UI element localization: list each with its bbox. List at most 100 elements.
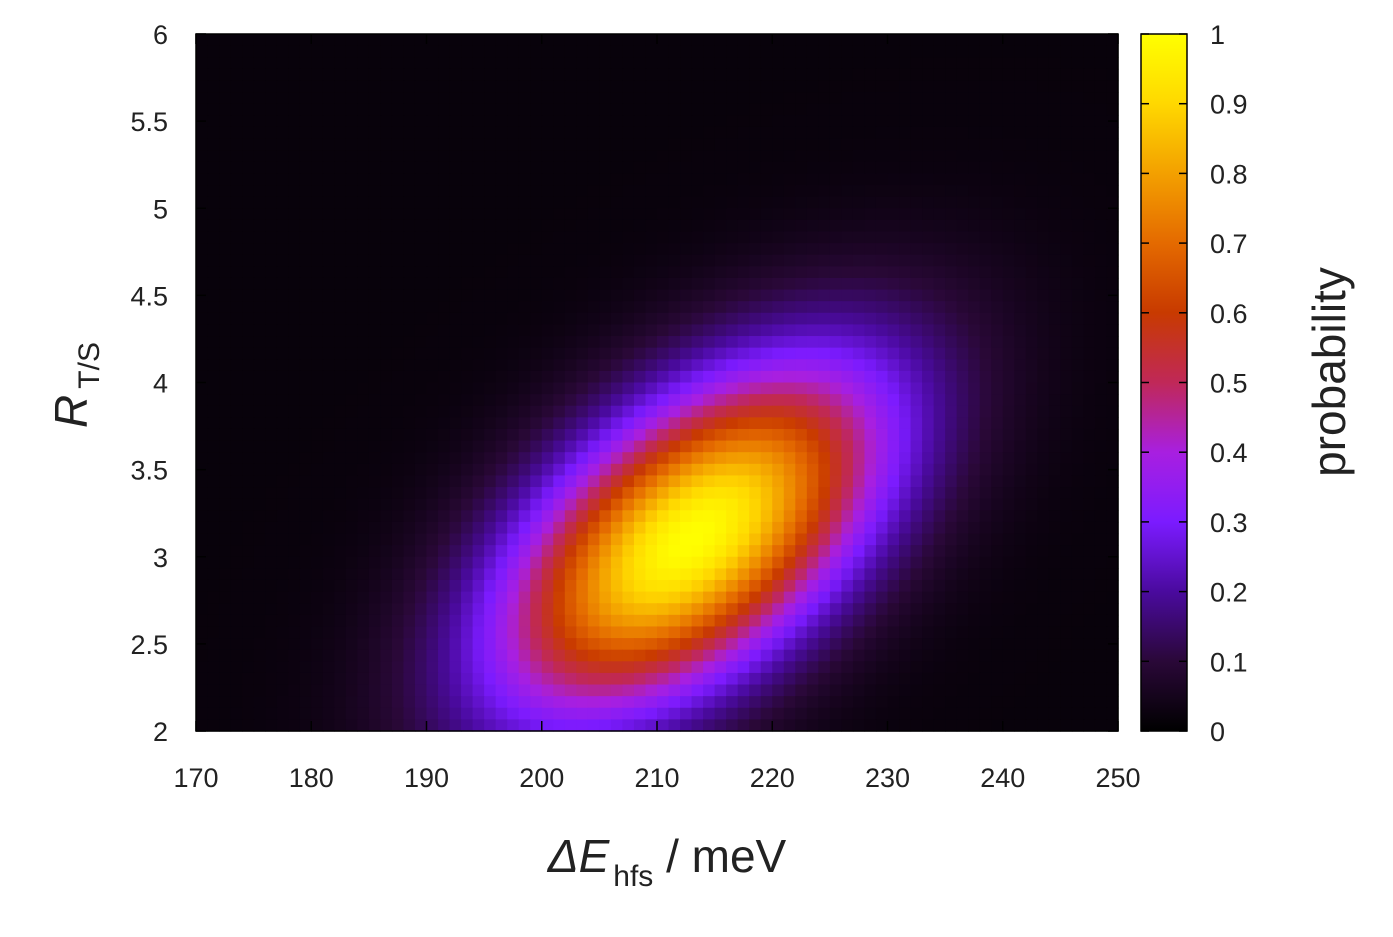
heatmap-cell xyxy=(991,277,1004,291)
heatmap-cell xyxy=(979,672,992,686)
heatmap-cell xyxy=(772,521,785,535)
heatmap-cell xyxy=(1025,103,1038,116)
heatmap-cell xyxy=(852,347,866,360)
heatmap-cell xyxy=(426,347,439,360)
heatmap-cell xyxy=(818,289,831,302)
heatmap-cell xyxy=(599,161,612,174)
heatmap-cell xyxy=(253,487,266,500)
heatmap-cell xyxy=(253,661,266,674)
heatmap-cell xyxy=(968,196,981,209)
heatmap-cell xyxy=(749,545,762,558)
colorbar-label: probability xyxy=(1303,267,1355,477)
heatmap-cell xyxy=(795,394,808,407)
heatmap-cell xyxy=(288,45,301,58)
heatmap-cell xyxy=(507,266,520,279)
heatmap-cell xyxy=(403,498,416,511)
heatmap-cell xyxy=(495,254,508,267)
heatmap-cell xyxy=(518,545,531,558)
heatmap-cell xyxy=(1025,649,1038,662)
heatmap-cell xyxy=(449,638,462,651)
colorbar-tick-label: 0.8 xyxy=(1210,159,1248,189)
heatmap-cell xyxy=(691,208,704,221)
heatmap-cell xyxy=(1002,57,1015,70)
heatmap-cell xyxy=(276,138,289,151)
heatmap-cell xyxy=(357,161,370,174)
heatmap-cell xyxy=(991,370,1004,384)
heatmap-cell xyxy=(334,696,347,709)
heatmap-cell xyxy=(714,521,727,535)
heatmap-cell xyxy=(368,115,382,128)
heatmap-cell xyxy=(680,463,693,477)
heatmap-cell xyxy=(1060,707,1073,720)
heatmap-cell xyxy=(334,243,347,256)
heatmap-cell xyxy=(841,591,854,604)
heatmap-cell xyxy=(288,219,301,233)
heatmap-cell xyxy=(1037,428,1050,442)
heatmap-cell xyxy=(1071,138,1085,151)
heatmap-cell xyxy=(691,57,704,70)
heatmap-cell xyxy=(1071,521,1085,535)
heatmap-cell xyxy=(645,347,658,360)
heatmap-cell xyxy=(1048,324,1061,337)
heatmap-cell xyxy=(380,312,393,326)
heatmap-cell xyxy=(691,34,704,47)
heatmap-cell xyxy=(403,568,416,581)
heatmap-cell xyxy=(541,370,554,384)
heatmap-cell xyxy=(518,405,531,418)
heatmap-cell xyxy=(864,382,877,395)
heatmap-cell xyxy=(564,185,577,198)
heatmap-cell xyxy=(933,417,946,430)
heatmap-cell xyxy=(1037,185,1050,198)
heatmap-cell xyxy=(633,510,647,523)
heatmap-cell xyxy=(968,301,981,314)
heatmap-cell xyxy=(726,661,739,674)
heatmap-cell xyxy=(1106,161,1119,174)
heatmap-cell xyxy=(922,219,935,233)
heatmap-cell xyxy=(484,243,497,256)
heatmap-cell xyxy=(438,556,451,569)
heatmap-cell xyxy=(956,57,969,70)
heatmap-cell xyxy=(737,591,750,604)
heatmap-cell xyxy=(1048,463,1061,477)
x-tick-label: 220 xyxy=(750,763,795,793)
heatmap-cell xyxy=(334,661,347,674)
heatmap-cell xyxy=(1083,696,1096,709)
heatmap-cell xyxy=(922,150,935,163)
heatmap-cell xyxy=(507,405,520,418)
heatmap-cell xyxy=(945,394,958,407)
heatmap-cell xyxy=(196,440,209,453)
heatmap-cell xyxy=(265,173,278,186)
heatmap-cell xyxy=(599,34,612,47)
heatmap-cell xyxy=(242,289,255,302)
heatmap-cell xyxy=(219,614,232,628)
heatmap-cell xyxy=(714,614,727,628)
heatmap-cell xyxy=(657,382,670,395)
heatmap-cell xyxy=(1083,463,1096,477)
heatmap-cell xyxy=(691,45,704,58)
heatmap-cell xyxy=(887,626,900,639)
heatmap-cell xyxy=(1014,289,1027,302)
heatmap-cell xyxy=(956,591,969,604)
heatmap-cell xyxy=(311,545,324,558)
heatmap-cell xyxy=(1037,219,1050,233)
heatmap-cell xyxy=(1025,243,1038,256)
heatmap-cell xyxy=(668,370,681,384)
heatmap-cell xyxy=(553,208,566,221)
heatmap-cell xyxy=(1037,475,1050,488)
heatmap-cell xyxy=(207,219,220,233)
heatmap-cell xyxy=(288,684,301,697)
heatmap-cell xyxy=(219,440,232,453)
heatmap-cell xyxy=(1014,68,1027,82)
heatmap-cell xyxy=(599,568,612,581)
heatmap-cell xyxy=(345,533,358,546)
heatmap-cell xyxy=(783,185,796,198)
heatmap-cell xyxy=(829,243,843,256)
heatmap-cell xyxy=(587,185,600,198)
heatmap-cell xyxy=(657,34,670,47)
heatmap-cell xyxy=(357,312,370,326)
heatmap-cell xyxy=(322,57,335,70)
heatmap-cell xyxy=(968,417,981,430)
heatmap-cell xyxy=(265,707,278,720)
heatmap-cell xyxy=(633,533,647,546)
heatmap-cell xyxy=(299,115,312,128)
